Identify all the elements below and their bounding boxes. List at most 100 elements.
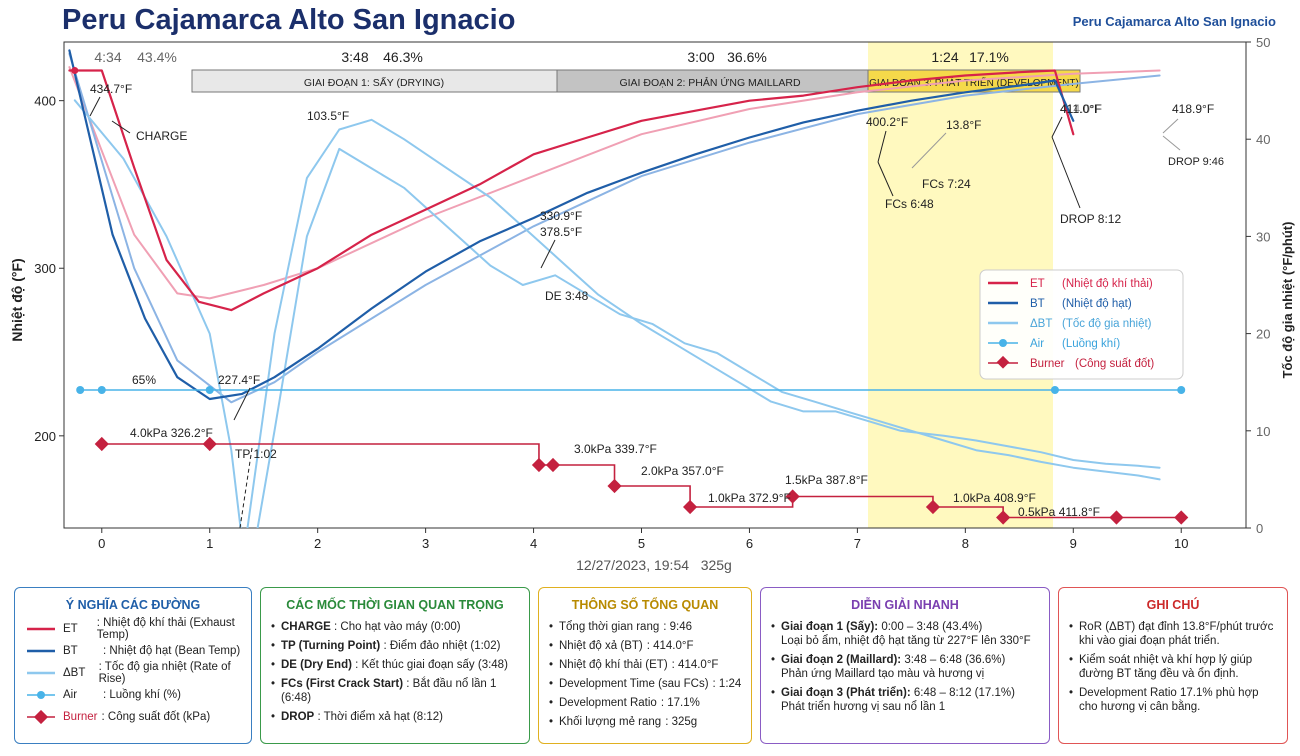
y2-tick-label: 50 [1256, 35, 1270, 50]
meaning-bt-key: BT [63, 644, 78, 657]
drop2-leader [1162, 118, 1179, 134]
overview-row: Nhiệt độ xả (BT): 414.0°F [549, 639, 743, 653]
meaning-dbt-desc: : Tốc độ gia nhiệt (Rate of Rise) [98, 660, 231, 685]
milestone-drop-key: DROP [281, 711, 315, 723]
drop2-temp-label: 418.9°F [1172, 102, 1214, 116]
overview-value: : 17.1% [660, 697, 700, 709]
meaning-row-dbt: ΔBT : Tốc độ gia nhiệt (Rate of Rise) [27, 661, 243, 685]
de-temp-a-label: 330.9°F [540, 209, 582, 223]
quick-3-head: Giai đoạn 3 (Phát triển): [781, 687, 911, 699]
quick-3-range: 6:48 – 8:12 (17.1%) [910, 687, 1015, 699]
charge-leader-2 [111, 120, 131, 134]
fcs1-label: FCs 6:48 [885, 197, 934, 211]
charge-temp-label: 434.7°F [90, 82, 132, 96]
overview-key: Development Time (sau FCs) [559, 678, 709, 690]
drop2-leader-2 [1162, 135, 1181, 151]
legend-air-desc: (Luồng khí) [1062, 338, 1120, 350]
panel-line-meaning: Ý NGHĨA CÁC ĐƯỜNG ET : Nhiệt độ khí thải… [14, 587, 252, 744]
page-title: Peru Cajamarca Alto San Ignacio [62, 4, 516, 36]
overview-value: : 325g [665, 716, 698, 728]
meaning-air-key: Air [63, 688, 78, 701]
panel-milestones: CÁC MỐC THỜI GIAN QUAN TRỌNG CHARGE : Ch… [260, 587, 530, 744]
milestone-charge: CHARGE : Cho hạt vào máy (0:00) [271, 620, 521, 634]
quick-1-text: Loại bỏ ẩm, nhiệt độ hạt tăng từ 227°F l… [781, 635, 1031, 647]
x-tick-label: 9 [1070, 536, 1077, 551]
phase-time-maillard: 3:00 [687, 49, 714, 65]
charge-leader [89, 96, 101, 117]
stat-left-time: 4:34 [94, 49, 121, 65]
burner-point [996, 510, 1011, 525]
milestone-charge-desc: : Cho hạt vào máy (0:00) [334, 621, 461, 633]
quick-3-text: Phát triển hương vị sau nổ lần 1 [781, 701, 946, 713]
overview-row: Tổng thời gian rang: 9:46 [549, 620, 743, 634]
panel-milestones-title: CÁC MỐC THỜI GIAN QUAN TRỌNG [286, 598, 504, 612]
et-line-icon [27, 627, 55, 630]
tp-label: TP 1:02 [235, 447, 277, 461]
phase-time-development: 1:24 [931, 49, 958, 65]
quick-2-head: Giai đoạn 2 (Maillard): [781, 654, 902, 666]
quick-2-text: Phản ứng Maillard tạo màu và hương vị [781, 668, 985, 680]
y-axis-label: Nhiệt độ (°F) [9, 258, 25, 341]
x-tick-label: 4 [530, 536, 537, 551]
legend-air-key: Air [1030, 338, 1044, 350]
quick-row-1: Giai đoạn 1 (Sấy): 0:00 – 3:48 (43.4%) Lo… [771, 620, 1041, 648]
x-tick-label: 3 [422, 536, 429, 551]
legend-burner-key: Burner [1030, 358, 1065, 370]
y2-tick-label: 30 [1256, 229, 1270, 244]
series-et-ref--line [68, 66, 1161, 300]
meaning-et-desc: : Nhiệt độ khí thải (Exhaust Temp) [96, 616, 235, 641]
y2-tick-label: 20 [1256, 327, 1270, 342]
burner-point [925, 499, 941, 515]
overview-key: Nhiệt độ khí thải (ET) [559, 659, 668, 671]
quick-1-range: 0:00 – 3:48 (43.4%) [878, 621, 983, 633]
meaning-row-burner: Burner : Công suất đốt (kPa) [27, 708, 243, 725]
quick-2-range: 3:48 – 6:48 (36.6%) [901, 654, 1006, 666]
x-tick-label: 5 [638, 536, 645, 551]
burner-diamond-icon [27, 709, 55, 724]
x-tick-label: 7 [854, 536, 861, 551]
burner-point [531, 457, 547, 473]
meaning-row-et: ET : Nhiệt độ khí thải (Exhaust Temp) [27, 617, 243, 641]
meaning-burner-key: Burner [63, 710, 98, 723]
annotations: 434.7°F CHARGE 103.5°F 227.4°F TP 1:02 6… [89, 82, 1224, 529]
drop1-label: DROP 8:12 [1060, 212, 1121, 226]
air-point [97, 386, 106, 394]
de-temp-b-label: 378.5°F [540, 225, 582, 239]
panel-notes: GHI CHÚ RoR (ΔBT) đạt đỉnh 13.8°F/phút t… [1058, 587, 1288, 744]
fc-temp-label: 400.2°F [866, 115, 908, 129]
overview-row: Development Time (sau FCs): 1:24 [549, 677, 743, 691]
y-tick-label: 300 [34, 261, 56, 276]
burner-point [1109, 510, 1124, 525]
meaning-burner-desc: : Công suất đốt (kPa) [101, 710, 211, 723]
panel-overview: THÔNG SỐ TỔNG QUAN Tổng thời gian rang: … [538, 587, 752, 744]
x-tick-label: 8 [962, 536, 969, 551]
legend-burner-desc: (Công suất đốt) [1075, 358, 1154, 370]
phase-pct-maillard: 36.6% [727, 49, 767, 65]
milestone-tp-desc: : Điểm đảo nhiệt (1:02) [383, 640, 501, 652]
overview-key: Khối lượng mẻ rang [559, 716, 662, 728]
legend-dbt-desc: (Tốc độ gia nhiệt) [1062, 318, 1152, 330]
phase-label-maillard: GIAI ĐOẠN 2: PHẢN ỨNG MAILLARD [619, 76, 801, 89]
drop1-temp-label: 411.0°F [1060, 102, 1101, 116]
milestone-drop: DROP : Thời điểm xả hạt (8:12) [271, 710, 521, 724]
fc-leader-b [877, 161, 894, 197]
air-pct-label: 65% [132, 373, 156, 387]
y2-axis-label: Tốc độ gia nhiệt (°F/phút) [1280, 222, 1295, 379]
y2-tick-label: 0 [1256, 521, 1263, 536]
overview-row: Development Ratio: 17.1% [549, 696, 743, 710]
phase-pct-drying: 46.3% [383, 49, 423, 65]
milestone-drop-desc: : Thời điểm xả hạt (8:12) [317, 711, 444, 723]
meaning-row-bt: BT : Nhiệt độ hạt (Bean Temp) [27, 642, 243, 659]
legend-bt-key: BT [1030, 298, 1045, 310]
milestone-de-key: DE (Dry End) [281, 659, 352, 671]
milestone-fcs-key: FCs (First Crack Start) [281, 678, 404, 690]
milestone-fcs: FCs (First Crack Start) : Bắt đầu nổ lần… [271, 677, 521, 705]
overview-value: : 1:24 [712, 678, 742, 690]
series--bt-line [73, 99, 1161, 528]
overview-row: Khối lượng mẻ rang: 325g [549, 715, 743, 729]
air-point [1177, 386, 1186, 394]
overview-row: Nhiệt độ khí thải (ET): 414.0°F [549, 658, 743, 672]
panel-overview-title: THÔNG SỐ TỔNG QUAN [571, 598, 719, 612]
air-point [76, 386, 85, 394]
meaning-bt-desc: : Nhiệt độ hạt (Bean Temp) [103, 644, 241, 657]
